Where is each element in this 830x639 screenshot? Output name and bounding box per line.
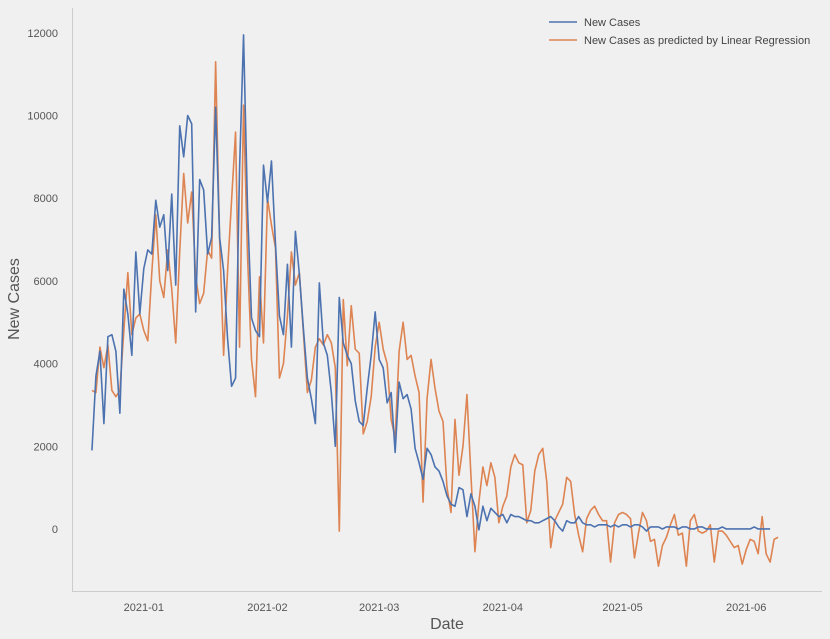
series-line-new-cases xyxy=(91,34,771,532)
x-tick-label: 2021-02 xyxy=(247,602,287,614)
x-axis-title: Date xyxy=(430,616,464,633)
y-tick-label: 4000 xyxy=(34,359,58,371)
series-line-predicted xyxy=(91,60,779,567)
y-tick-label: 2000 xyxy=(34,441,58,453)
legend: New Cases New Cases as predicted by Line… xyxy=(549,17,810,47)
x-tick-label: 2021-04 xyxy=(483,602,523,614)
x-tick-label: 2021-06 xyxy=(726,602,766,614)
y-axis-title: New Cases xyxy=(6,258,23,340)
series-lines xyxy=(91,34,779,567)
x-tick-label: 2021-03 xyxy=(359,602,399,614)
legend-label-new-cases: New Cases xyxy=(584,17,641,29)
y-tick-label: 8000 xyxy=(34,193,58,205)
x-tick-label: 2021-05 xyxy=(602,602,642,614)
x-tick-label: 2021-01 xyxy=(124,602,164,614)
y-tick-label: 10000 xyxy=(27,111,58,123)
y-tick-label: 0 xyxy=(52,524,58,536)
y-tick-label: 6000 xyxy=(34,276,58,288)
y-tick-labels: 0 2000 4000 6000 8000 10000 12000 xyxy=(27,28,58,536)
y-tick-label: 12000 xyxy=(27,28,58,40)
x-tick-labels: 2021-01 2021-02 2021-03 2021-04 2021-05 2021-… xyxy=(124,602,767,614)
legend-label-predicted: New Cases as predicted by Linear Regress… xyxy=(584,35,810,47)
